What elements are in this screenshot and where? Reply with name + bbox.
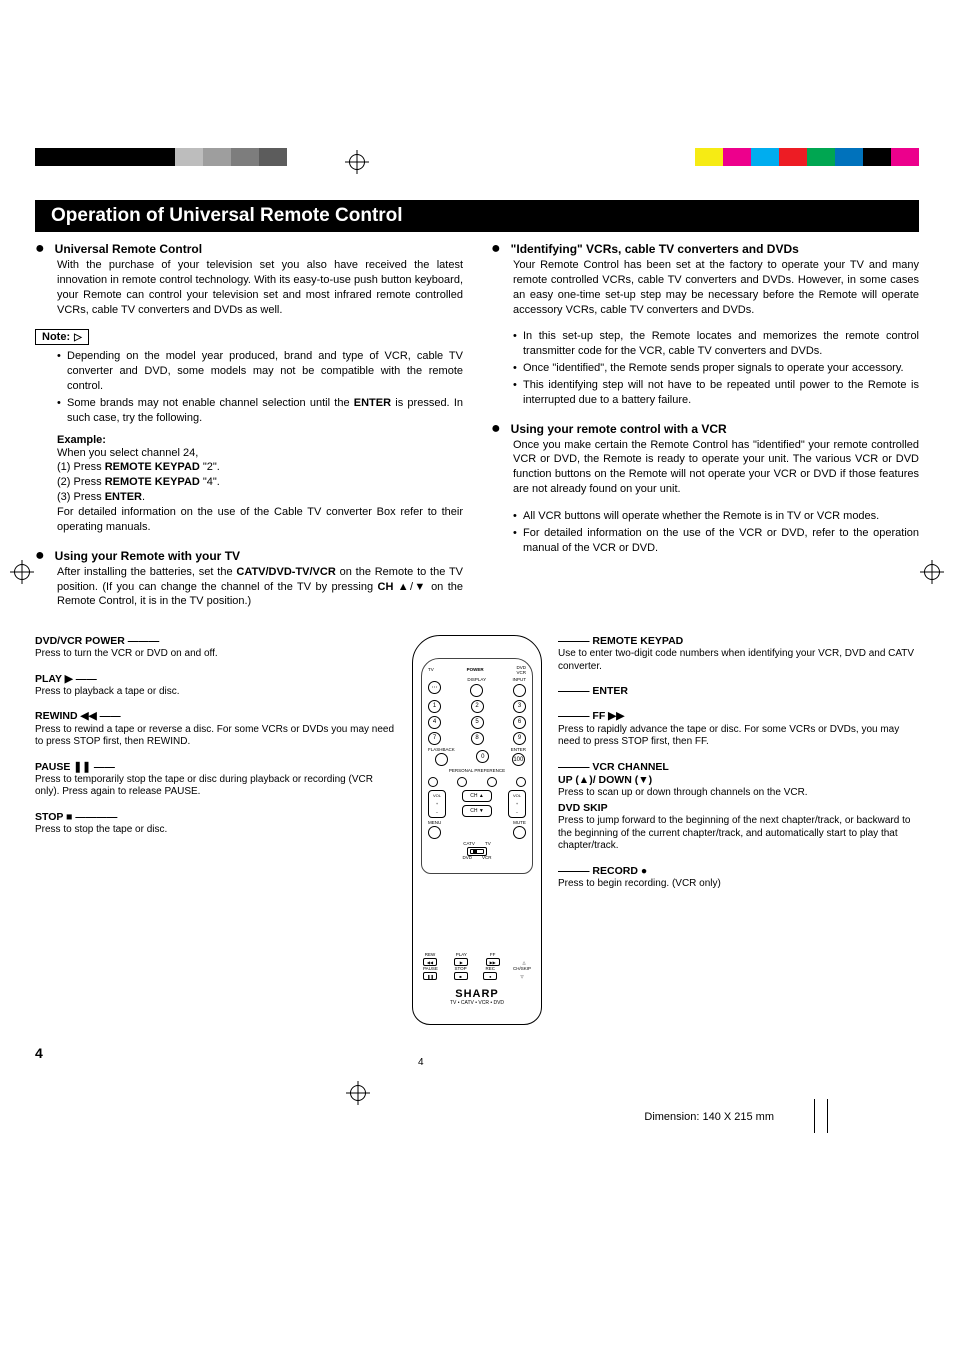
section-body: Your Remote Control has been set at the …: [513, 258, 919, 317]
page-title: Operation of Universal Remote Control: [35, 200, 919, 232]
list-item: All VCR buttons will operate whether the…: [513, 509, 919, 524]
callout-title: ——— REMOTE KEYPAD: [558, 635, 919, 648]
page-number: 4: [35, 1045, 954, 1061]
callout-title: ——— FF ▶▶: [558, 710, 919, 723]
remote-illustration: TV POWER DVDVCR ⋯ DISPLAY INPUT 1 2 3: [402, 635, 552, 1025]
bullet-list: In this set-up step, the Remote locates …: [513, 329, 919, 407]
dimension-label: Dimension: 140 X 215 mm: [644, 1111, 774, 1123]
volume-rocker: VOL+−: [508, 790, 526, 818]
keypad-button: 0: [476, 750, 489, 763]
registration-mark-right: [920, 560, 944, 584]
column-left: ● Universal Remote Control With the purc…: [35, 242, 463, 621]
remote-diagram: DVD/VCR POWER ——— Press to turn the VCR …: [35, 635, 919, 1025]
keypad-button: 8: [471, 732, 484, 745]
note-item: Depending on the model year produced, br…: [57, 349, 463, 394]
callout-body: Press to scan up or down through channel…: [558, 787, 919, 800]
note-label: Note: ▷: [35, 329, 89, 345]
callouts-right: ——— REMOTE KEYPAD Use to enter two-digit…: [552, 635, 919, 1025]
body-columns: ● Universal Remote Control With the purc…: [35, 242, 919, 621]
list-item: This identifying step will not have to b…: [513, 378, 919, 408]
color-bars-left: [35, 148, 287, 166]
list-item: In this set-up step, the Remote locates …: [513, 329, 919, 359]
pointer-icon: ▷: [74, 332, 82, 343]
printer-marks-bottom: 4 Dimension: 140 X 215 mm: [0, 1071, 954, 1151]
example-body: When you select channel 24, (1) Press RE…: [57, 446, 463, 535]
callout-title: DVD SKIP: [558, 802, 919, 815]
bullet-icon: ●: [491, 422, 501, 436]
note-item: Some brands may not enable channel selec…: [57, 396, 463, 426]
callout-body: Press to turn the VCR or DVD on and off.: [35, 648, 396, 661]
bullet-icon: ●: [491, 242, 501, 256]
callout-title: ——— ENTER: [558, 685, 919, 698]
keypad-button: 5: [471, 716, 484, 729]
section-heading: Using your Remote with your TV: [55, 549, 240, 563]
bullet-list: All VCR buttons will operate whether the…: [513, 509, 919, 556]
color-bars-right: [695, 148, 919, 166]
section-body: After installing the batteries, set the …: [57, 565, 463, 610]
list-item: For detailed information on the use of t…: [513, 526, 919, 556]
note-list: Depending on the model year produced, br…: [57, 349, 463, 425]
page-content: Operation of Universal Remote Control ● …: [35, 200, 919, 1025]
ch-down-button: CH ▼: [462, 805, 492, 817]
keypad-button: 1: [428, 700, 441, 713]
callout-subtitle: UP (▲)/ DOWN (▼): [558, 774, 919, 787]
section-heading: Using your remote control with a VCR: [511, 422, 727, 436]
power-button: ⋯: [428, 681, 441, 694]
bullet-icon: ●: [35, 242, 45, 256]
callout-title: DVD/VCR POWER ———: [35, 635, 396, 648]
callout-body: Press to rewind a tape or reverse a disc…: [35, 724, 396, 749]
keypad-button: 6: [513, 716, 526, 729]
keypad-button: 7: [428, 732, 441, 745]
remote-brand: SHARP TV • CATV • VCR • DVD: [413, 988, 541, 1006]
footer-page-number: 4: [418, 1057, 424, 1068]
column-right: ● "Identifying" VCRs, cable TV converter…: [491, 242, 919, 621]
callout-title: STOP ■ ————: [35, 811, 396, 824]
registration-mark-top: [345, 150, 369, 174]
callout-body: Press to rapidly advance the tape or dis…: [558, 724, 919, 749]
trim-marks: [808, 1099, 834, 1133]
list-item: Once "identified", the Remote sends prop…: [513, 361, 919, 376]
section-heading: Universal Remote Control: [55, 242, 202, 256]
callout-title: ——— VCR CHANNEL: [558, 761, 919, 774]
registration-mark-bottom: [346, 1081, 370, 1105]
printer-marks-top: [0, 0, 954, 180]
callout-title: PAUSE ❚❚ ——: [35, 761, 396, 774]
section-heading: "Identifying" VCRs, cable TV converters …: [511, 242, 799, 256]
callout-title: REWIND ◀◀ ——: [35, 710, 396, 723]
keypad-button: 2: [471, 700, 484, 713]
example-label: Example:: [57, 434, 463, 446]
ch-up-button: CH ▲: [462, 790, 492, 802]
callout-body: Press to begin recording. (VCR only): [558, 878, 919, 891]
registration-mark-left: [10, 560, 34, 584]
keypad-button: 3: [513, 700, 526, 713]
section-body: Once you make certain the Remote Control…: [513, 438, 919, 497]
keypad-button: 9: [513, 732, 526, 745]
callout-body: Press to jump forward to the beginning o…: [558, 815, 919, 853]
keypad-button: 4: [428, 716, 441, 729]
volume-rocker: VOL+−: [428, 790, 446, 818]
callout-title: PLAY ▶ ——: [35, 673, 396, 686]
callouts-left: DVD/VCR POWER ——— Press to turn the VCR …: [35, 635, 402, 1025]
callout-body: Press to temporarily stop the tape or di…: [35, 774, 396, 799]
section-body: With the purchase of your television set…: [57, 258, 463, 317]
callout-title: ——— RECORD ●: [558, 865, 919, 878]
callout-body: Press to playback a tape or disc.: [35, 686, 396, 699]
callout-body: Use to enter two-digit code numbers when…: [558, 648, 919, 673]
callout-body: Press to stop the tape or disc.: [35, 824, 396, 837]
bullet-icon: ●: [35, 549, 45, 563]
